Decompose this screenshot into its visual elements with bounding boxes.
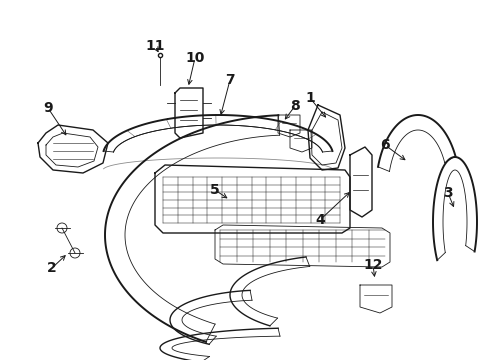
Text: 8: 8: [290, 99, 300, 113]
Text: 1: 1: [305, 91, 315, 105]
Text: 3: 3: [443, 186, 453, 200]
Text: 12: 12: [363, 258, 383, 272]
Text: 11: 11: [145, 39, 165, 53]
Text: 5: 5: [210, 183, 220, 197]
Text: 2: 2: [47, 261, 57, 275]
Text: 9: 9: [43, 101, 53, 115]
Text: 7: 7: [225, 73, 235, 87]
Text: 10: 10: [185, 51, 205, 65]
Text: 4: 4: [315, 213, 325, 227]
Text: 6: 6: [380, 138, 390, 152]
